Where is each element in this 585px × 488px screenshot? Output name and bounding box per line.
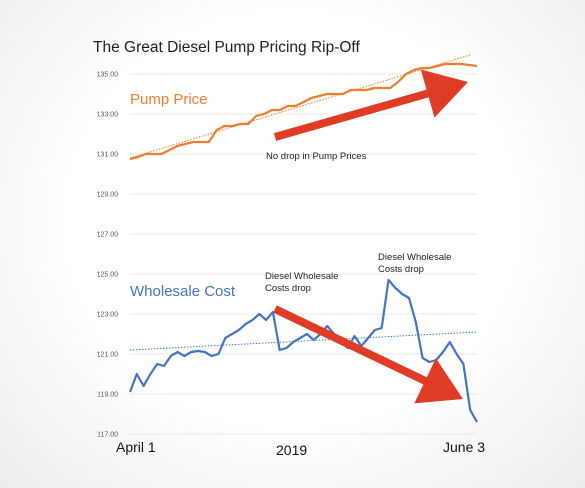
y-tick-label: 135.00 xyxy=(97,72,119,79)
annotation-wholesale-drop-2-line2: Costs drop xyxy=(378,264,424,275)
y-axis-ticks: 117.00 119.00 121.00 123.00 125.00 127.00 129.… xyxy=(97,72,119,439)
series-line-pump-price xyxy=(129,62,478,161)
y-tick-label: 127.00 xyxy=(97,232,119,239)
annotation-wholesale-drop-2-line1: Diesel Wholesale xyxy=(378,252,451,263)
y-tick-label: 125.00 xyxy=(97,272,119,279)
chart-title: The Great Diesel Pump Pricing Rip-Off xyxy=(93,39,360,56)
y-tick-label: 117.00 xyxy=(97,432,118,439)
y-tick-label: 131.00 xyxy=(97,152,119,159)
y-tick-label: 129.00 xyxy=(97,192,119,199)
annotation-no-drop: No drop in Pump Prices xyxy=(266,151,367,162)
trendlines xyxy=(129,54,478,351)
series-label-wholesale-cost: Wholesale Cost xyxy=(130,283,236,300)
x-label-end: June 3 xyxy=(443,439,485,455)
x-label-start: April 1 xyxy=(116,439,156,455)
arrow-pump-up xyxy=(273,69,468,141)
annotation-wholesale-drop-1-line1: Diesel Wholesale xyxy=(265,271,338,282)
y-tick-label: 119.00 xyxy=(97,392,118,399)
y-tick-label: 133.00 xyxy=(97,112,119,119)
y-tick-label: 121.00 xyxy=(97,352,119,359)
trendline-pump-price xyxy=(129,54,471,159)
trendline-wholesale-cost xyxy=(129,331,478,351)
series-label-pump-price: Pump Price xyxy=(130,91,208,108)
annotation-arrows xyxy=(273,69,468,404)
series-lines xyxy=(128,62,478,423)
arrow-wholesale-down xyxy=(273,305,463,404)
x-label-year: 2019 xyxy=(276,442,307,458)
series-line-wholesale-cost xyxy=(128,278,478,423)
y-tick-label: 123.00 xyxy=(97,312,119,319)
annotation-wholesale-drop-1-line2: Costs drop xyxy=(265,283,311,294)
